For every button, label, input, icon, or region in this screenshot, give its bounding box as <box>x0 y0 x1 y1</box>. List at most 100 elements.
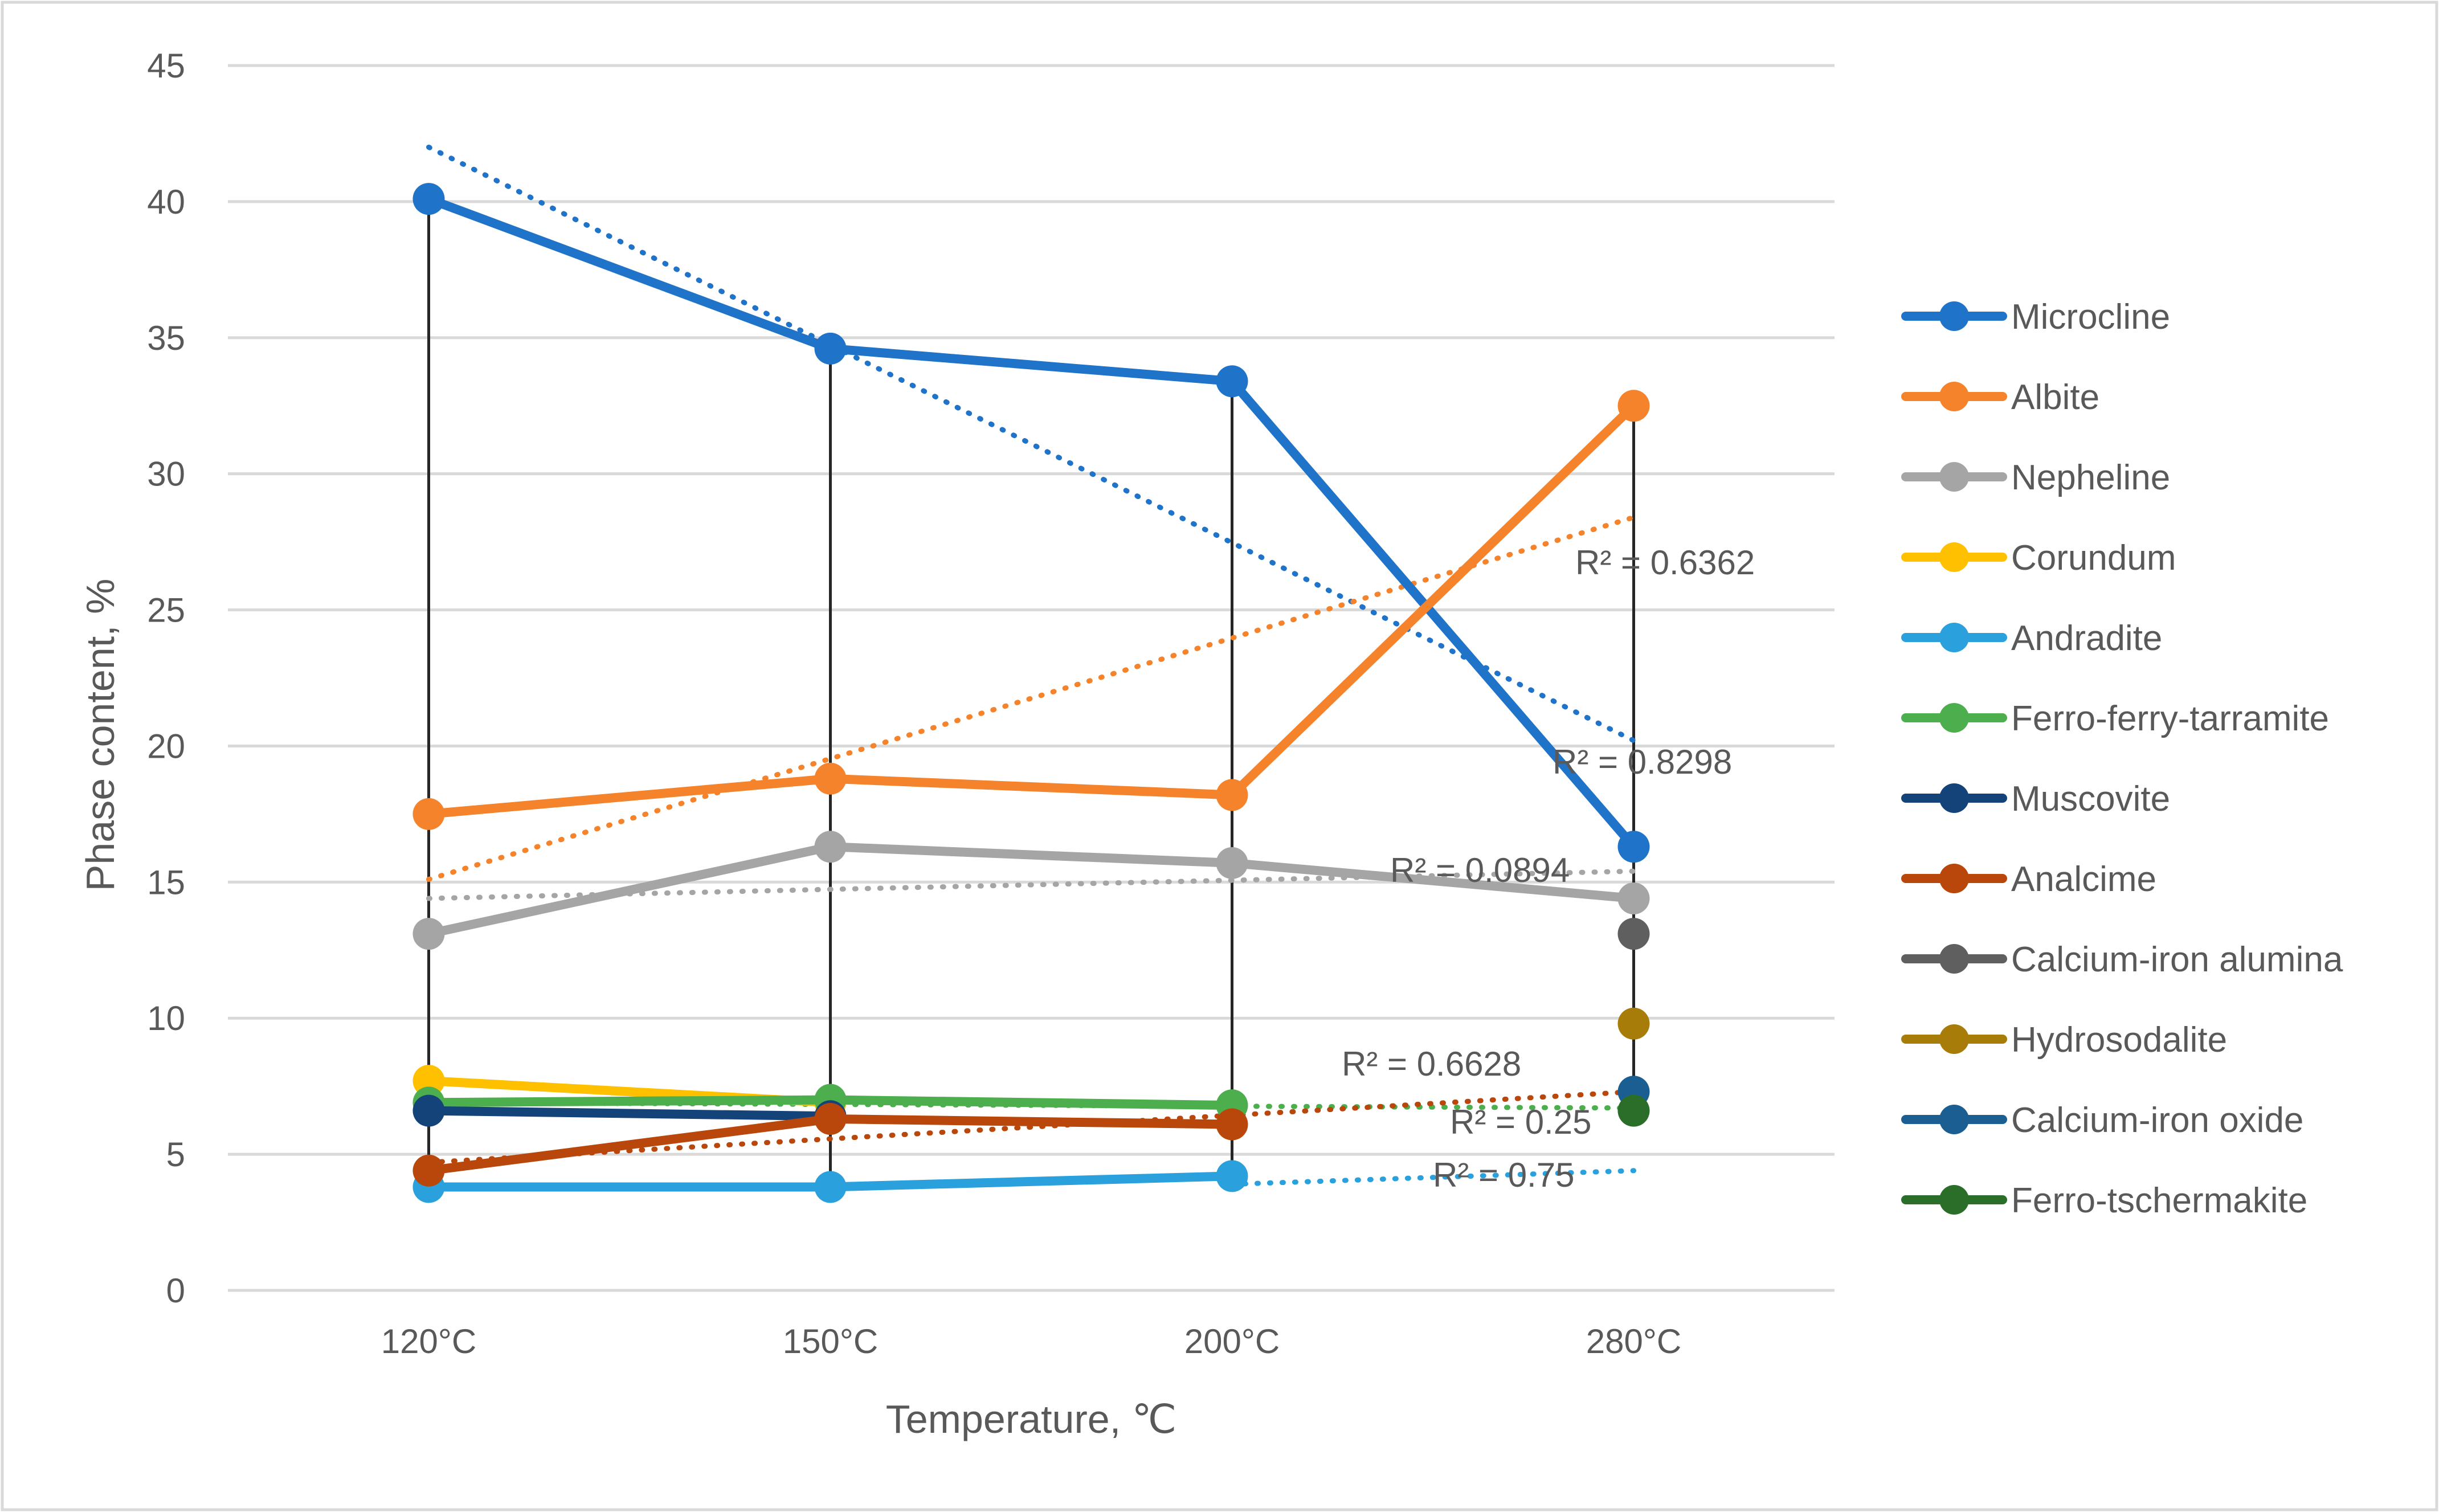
legend-swatch-marker-albite <box>1939 382 1969 411</box>
series-hydrosodalite <box>1617 1007 1650 1040</box>
data-point-microcline-200-c[interactable] <box>1216 365 1248 398</box>
legend-swatch-marker-ferro-tschermakite <box>1939 1185 1969 1215</box>
legend-label-microcline: Microcline <box>2011 297 2170 337</box>
data-point-microcline-280-c[interactable] <box>1617 831 1650 863</box>
legend-item-hydrosodalite[interactable]: Hydrosodalite <box>1901 1020 2227 1060</box>
legend-item-ferro-tschermakite[interactable]: Ferro-tschermakite <box>1901 1181 2307 1220</box>
data-point-microcline-120-c[interactable] <box>412 183 445 215</box>
series-microcline <box>412 183 1650 863</box>
legend-swatch-marker-analcime <box>1939 864 1969 893</box>
legend: Microcline Albite Nepheline Corundum Andradi… <box>1901 297 2343 1220</box>
y-tick-label-40: 40 <box>147 183 185 221</box>
legend-label-calcium-iron-oxide: Calcium-iron oxide <box>2011 1101 2303 1140</box>
data-point-nepheline-200-c[interactable] <box>1216 847 1248 879</box>
data-point-nepheline-150-c[interactable] <box>814 831 847 863</box>
y-tick-label-35: 35 <box>147 319 185 357</box>
y-tick-label-45: 45 <box>147 47 185 85</box>
trendline-analcime <box>426 1089 1636 1165</box>
trendline-albite <box>426 514 1636 882</box>
legend-item-muscovite[interactable]: Muscovite <box>1901 779 2170 819</box>
data-point-analcime-120-c[interactable] <box>412 1154 445 1187</box>
legend-label-hydrosodalite: Hydrosodalite <box>2011 1020 2227 1060</box>
legend-swatch-marker-hydrosodalite <box>1939 1024 1969 1054</box>
legend-swatch-marker-calcium-iron-alumina <box>1939 944 1969 974</box>
legend-item-corundum[interactable]: Corundum <box>1901 538 2176 578</box>
y-tick-label-5: 5 <box>166 1135 185 1174</box>
r-squared-label-analcime: R² = 0.6628 <box>1342 1045 1521 1083</box>
series-line-muscovite <box>424 1106 835 1121</box>
x-tick-label-200-c: 200°C <box>1184 1322 1280 1360</box>
legend-label-ferro-tschermakite: Ferro-tschermakite <box>2011 1181 2307 1220</box>
series-line-microcline <box>424 194 1639 852</box>
y-tick-label-0: 0 <box>166 1272 185 1310</box>
legend-swatch-marker-microcline <box>1939 301 1969 331</box>
y-tick-label-15: 15 <box>147 863 185 901</box>
r-squared-label-andradite: R² = 0.75 <box>1433 1156 1574 1194</box>
trendline-andradite <box>1229 1168 1636 1187</box>
legend-label-calcium-iron-alumina: Calcium-iron alumina <box>2011 940 2343 979</box>
legend-item-nepheline[interactable]: Nepheline <box>1901 458 2170 497</box>
r-squared-label-nepheline: R² = 0.0894 <box>1390 851 1570 889</box>
legend-label-muscovite: Muscovite <box>2011 779 2170 819</box>
series-line-albite <box>424 401 1639 819</box>
legend-swatch-marker-corundum <box>1939 542 1969 572</box>
series-analcime <box>412 1103 1248 1187</box>
legend-label-ferro-ferry-tarramite: Ferro-ferry-tarramite <box>2011 699 2329 738</box>
legend-item-calcium-iron-alumina[interactable]: Calcium-iron alumina <box>1901 940 2343 979</box>
legend-item-albite[interactable]: Albite <box>1901 378 2099 417</box>
data-point-calcium-iron-alumina-280-c[interactable] <box>1617 918 1650 950</box>
series-calcium-iron-alumina <box>1617 918 1650 950</box>
data-point-nepheline-120-c[interactable] <box>412 918 445 950</box>
legend-item-calcium-iron-oxide[interactable]: Calcium-iron oxide <box>1901 1101 2303 1140</box>
data-point-nepheline-280-c[interactable] <box>1617 882 1650 914</box>
legend-label-corundum: Corundum <box>2011 538 2176 578</box>
data-point-muscovite-120-c[interactable] <box>412 1094 445 1127</box>
x-tick-label-150-c: 150°C <box>783 1322 878 1360</box>
legend-label-albite: Albite <box>2011 378 2099 417</box>
data-point-andradite-150-c[interactable] <box>814 1171 847 1203</box>
legend-label-analcime: Analcime <box>2011 860 2156 899</box>
data-point-analcime-200-c[interactable] <box>1216 1108 1248 1141</box>
legend-item-andradite[interactable]: Andradite <box>1901 619 2162 658</box>
series-line-nepheline <box>424 842 1639 939</box>
series-albite <box>412 390 1650 830</box>
legend-label-nepheline: Nepheline <box>2011 458 2170 497</box>
x-tick-label-280-c: 280°C <box>1586 1322 1681 1360</box>
y-axis-title: Phase content, % <box>78 579 122 892</box>
series-nepheline <box>412 831 1650 950</box>
data-point-albite-150-c[interactable] <box>814 762 847 795</box>
gridlines <box>228 64 1835 1292</box>
x-axis-title: Temperature, ℃ <box>886 1397 1176 1441</box>
legend-swatch-marker-andradite <box>1939 623 1969 652</box>
data-point-microcline-150-c[interactable] <box>814 332 847 365</box>
y-tick-label-25: 25 <box>147 591 185 630</box>
axis-tick-labels: 0 5 10 15 20 25 30 35 40 45 120°C 150°C 200°C 280°C <box>147 47 1681 1360</box>
legend-item-ferro-ferry-tarramite[interactable]: Ferro-ferry-tarramite <box>1901 699 2329 738</box>
legend-label-andradite: Andradite <box>2011 619 2162 658</box>
legend-swatch-marker-nepheline <box>1939 462 1969 492</box>
data-point-andradite-200-c[interactable] <box>1216 1160 1248 1192</box>
legend-swatch-marker-muscovite <box>1939 783 1969 813</box>
data-point-hydrosodalite-280-c[interactable] <box>1617 1007 1650 1040</box>
data-point-analcime-150-c[interactable] <box>814 1103 847 1135</box>
legend-item-analcime[interactable]: Analcime <box>1901 860 2156 899</box>
legend-swatch-marker-calcium-iron-oxide <box>1939 1105 1969 1134</box>
drop-lines <box>427 199 1635 1187</box>
data-series <box>412 183 1650 1203</box>
trendline-microcline <box>426 144 1636 743</box>
data-point-albite-200-c[interactable] <box>1216 779 1248 811</box>
y-tick-label-30: 30 <box>147 455 185 493</box>
series-ferro-tschermakite <box>1617 1094 1650 1127</box>
data-point-albite-120-c[interactable] <box>412 798 445 830</box>
r-squared-label-microcline: R² = 0.8298 <box>1553 743 1732 781</box>
legend-item-microcline[interactable]: Microcline <box>1901 297 2170 337</box>
data-point-ferro-tschermakite-280-c[interactable] <box>1617 1094 1650 1127</box>
r-squared-label-ferro-ferry-tarramite: R² = 0.25 <box>1450 1103 1591 1141</box>
data-point-albite-280-c[interactable] <box>1617 390 1650 422</box>
r-squared-labels: R² = 0.8298 R² = 0.6362 R² = 0.0894 R² = 0.… <box>1342 543 1755 1194</box>
y-tick-label-10: 10 <box>147 999 185 1037</box>
y-tick-label-20: 20 <box>147 727 185 765</box>
